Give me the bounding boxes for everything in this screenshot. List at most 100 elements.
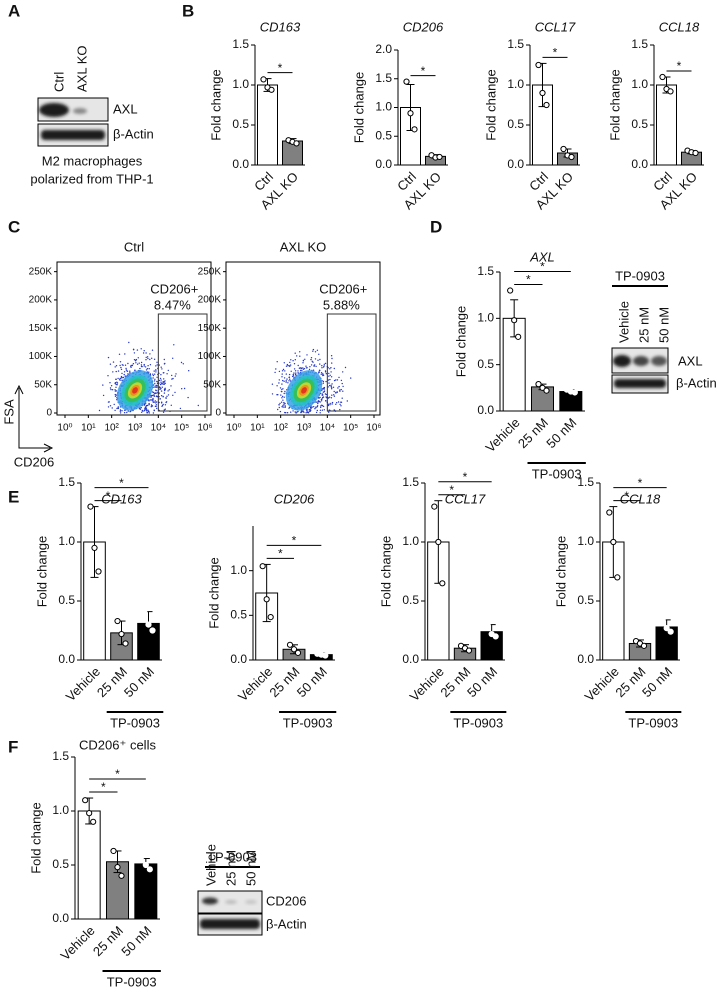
data-point	[484, 621, 491, 628]
x-tick-label: Vehicle	[582, 664, 622, 704]
flow-event	[127, 373, 129, 375]
flow-event	[145, 356, 147, 359]
flow-event	[299, 367, 301, 369]
flow-x-tick-label: 10¹	[81, 423, 96, 434]
flow-event	[114, 393, 117, 396]
data-point	[535, 61, 542, 69]
flow-event	[110, 385, 113, 387]
flow-event	[140, 407, 142, 409]
flow-y-tick-label: 50K	[203, 379, 221, 390]
blot-band	[245, 900, 257, 904]
group-label: TP-0903	[532, 466, 582, 481]
flow-event	[181, 388, 183, 390]
flow-event	[152, 374, 155, 377]
flow-event	[144, 407, 146, 410]
axis-arrow	[18, 388, 50, 449]
x-tick-label: 50 nM	[121, 664, 157, 700]
flow-event	[289, 378, 291, 380]
gate-percent: 5.88%	[323, 297, 360, 312]
flow-event	[117, 370, 120, 372]
y-tick-label: 1.0	[507, 77, 524, 91]
flow-event	[325, 380, 327, 383]
flow-event	[325, 400, 327, 402]
flow-y-tick-label: 250K	[29, 266, 53, 277]
flow-event	[327, 404, 330, 407]
flow-event	[156, 361, 158, 363]
flow-event	[135, 362, 137, 364]
flow-event	[281, 383, 283, 385]
flow-event	[163, 381, 165, 383]
flow-event	[328, 411, 330, 413]
flow-event	[155, 369, 157, 371]
flow-event	[282, 406, 284, 408]
flow-event	[155, 404, 158, 406]
flow-event	[172, 394, 174, 396]
flow-event	[319, 401, 321, 403]
flow-event	[331, 403, 333, 405]
flow-event	[341, 382, 343, 385]
blot-band	[225, 900, 237, 904]
y-axis-label: Fold change	[483, 69, 498, 141]
data-point	[560, 145, 567, 153]
flow-x-label: CD206	[14, 454, 54, 469]
flow-event	[342, 390, 344, 392]
blot-band	[41, 130, 105, 140]
chart-title: CD163	[101, 491, 142, 506]
flow-event	[282, 368, 285, 371]
panel-label: C	[8, 217, 20, 236]
flow-event	[312, 361, 314, 363]
flow-event	[156, 392, 158, 394]
flow-event	[318, 369, 321, 371]
flow-event	[119, 410, 122, 412]
flow-event	[187, 396, 189, 399]
flow-event	[110, 388, 112, 391]
flow-event	[319, 363, 321, 365]
flow-event	[146, 412, 148, 414]
flow-event	[280, 394, 282, 396]
data-point	[507, 287, 514, 294]
flow-event	[180, 361, 183, 364]
flow-event	[290, 359, 292, 361]
y-tick-label: 2.0	[375, 42, 392, 56]
flow-event	[327, 367, 329, 369]
flow-event	[309, 366, 311, 368]
flow-event	[275, 368, 277, 370]
flow-y-tick-label: 150K	[29, 323, 53, 334]
flow-event	[284, 390, 286, 393]
bar	[134, 863, 158, 920]
band-label: AXL	[678, 353, 703, 368]
flow-event	[114, 382, 117, 384]
flow-event	[129, 411, 131, 413]
y-tick-label: 0.5	[631, 117, 648, 131]
flow-event	[160, 366, 162, 368]
flow-x-tick-label: 10⁰	[226, 423, 241, 434]
flow-event	[307, 409, 309, 411]
flow-event	[148, 412, 150, 414]
flow-event	[163, 392, 166, 394]
flow-event	[329, 368, 331, 370]
flow-event	[115, 378, 117, 380]
significance-label: *	[119, 476, 124, 490]
flow-event	[331, 383, 333, 385]
flow-event	[149, 353, 151, 355]
flow-event	[153, 370, 155, 372]
flow-event	[308, 368, 311, 371]
data-point	[263, 596, 270, 603]
flow-event	[281, 406, 283, 408]
y-tick-label: 0.0	[232, 157, 249, 171]
y-tick-label: 0.5	[507, 117, 524, 131]
y-axis-label: Fold change	[351, 72, 366, 144]
flow-event	[130, 364, 132, 367]
flow-event	[126, 411, 128, 414]
flow-event	[140, 361, 143, 364]
data-point	[439, 580, 446, 587]
significance-label: *	[278, 61, 283, 75]
y-tick-label: 0.5	[375, 128, 392, 142]
flow-event	[279, 387, 282, 389]
lane-label: 50 nM	[243, 850, 258, 886]
flow-event	[289, 364, 292, 366]
flow-event	[140, 364, 143, 366]
data-point	[268, 86, 275, 93]
flow-event	[288, 373, 291, 376]
data-point	[465, 647, 473, 654]
